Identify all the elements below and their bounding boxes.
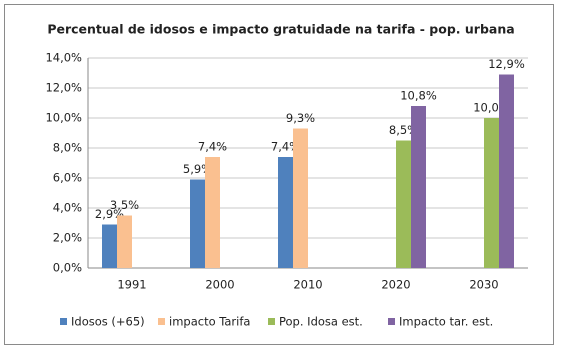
- x-tick-label: 2030: [469, 278, 498, 292]
- y-tick-label: 14,0%: [45, 51, 82, 65]
- legend-marker: [388, 318, 395, 325]
- data-label: 7,4%: [198, 140, 227, 154]
- bar: [499, 74, 514, 268]
- x-tick-label: 2010: [293, 278, 322, 292]
- y-tick-label: 6,0%: [53, 171, 82, 185]
- y-tick-label: 2,0%: [53, 231, 82, 245]
- data-label: 3,5%: [110, 198, 139, 212]
- data-label: 2,9%: [95, 207, 124, 221]
- y-tick-label: 8,0%: [53, 141, 82, 155]
- y-tick-label: 4,0%: [53, 201, 82, 215]
- bar: [102, 224, 117, 268]
- bar: [484, 118, 499, 268]
- bar: [411, 106, 426, 268]
- y-tick-label: 12,0%: [45, 81, 82, 95]
- bar: [190, 179, 205, 268]
- x-tick-label: 2020: [381, 278, 410, 292]
- y-tick-label: 0,0%: [53, 261, 82, 275]
- x-tick-label: 1991: [117, 278, 146, 292]
- data-label: 9,3%: [286, 111, 315, 125]
- data-label: 7,4%: [271, 140, 300, 154]
- legend-marker: [158, 318, 165, 325]
- bar: [293, 128, 308, 268]
- legend-label: Idosos (+65): [71, 315, 145, 329]
- y-tick-label: 10,0%: [45, 111, 82, 125]
- legend-marker: [60, 318, 67, 325]
- legend-label: Pop. Idosa est.: [279, 315, 363, 329]
- x-tick-label: 2000: [205, 278, 234, 292]
- data-label: 12,9%: [488, 57, 525, 71]
- data-label: 10,8%: [400, 89, 437, 103]
- data-label: 5,9%: [183, 162, 212, 176]
- bar: [396, 140, 411, 268]
- bar: [205, 157, 220, 268]
- bar: [117, 215, 132, 268]
- legend-label: impacto Tarifa: [169, 315, 250, 329]
- bar: [278, 157, 293, 268]
- legend-label: Impacto tar. est.: [399, 315, 493, 329]
- chart-title: Percentual de idosos e impacto gratuidad…: [47, 22, 514, 37]
- legend-marker: [268, 318, 275, 325]
- data-label: 8,5%: [389, 123, 418, 137]
